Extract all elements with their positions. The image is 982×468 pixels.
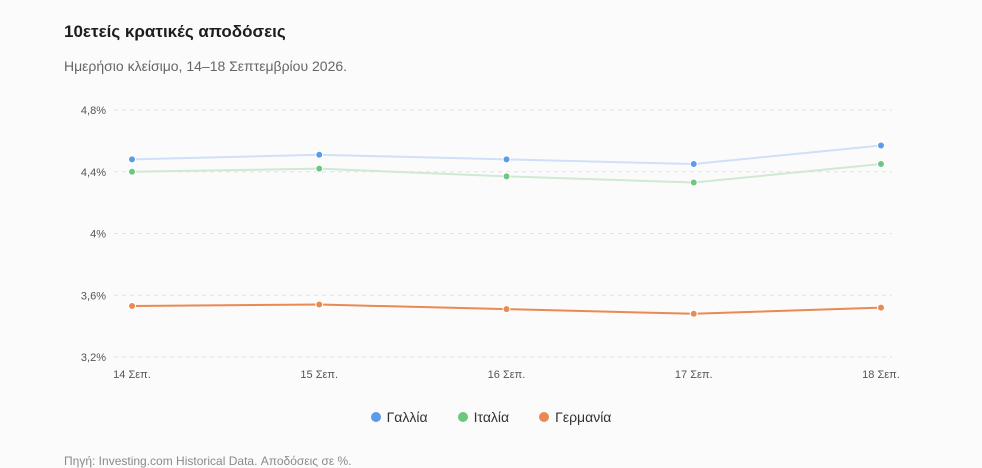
- legend-label: Γαλλία: [386, 409, 428, 425]
- data-point[interactable]: [689, 309, 698, 318]
- x-tick-label: 16 Σεπ.: [488, 369, 526, 381]
- legend-label: Ιταλία: [473, 409, 510, 425]
- data-point[interactable]: [502, 305, 511, 314]
- y-tick-label: 4,4%: [81, 167, 106, 179]
- series-lines: [128, 141, 885, 318]
- data-point[interactable]: [315, 300, 324, 309]
- data-point[interactable]: [128, 155, 136, 164]
- chart-subtitle: Ημερήσιο κλείσιμο, 14–18 Σεπτεμβρίου 202…: [64, 58, 348, 74]
- data-point[interactable]: [877, 303, 885, 312]
- y-tick-label: 3,2%: [81, 352, 106, 364]
- legend-marker: [370, 412, 381, 422]
- grid-lines: [114, 109, 892, 358]
- data-point[interactable]: [877, 160, 885, 169]
- legend-label: Γερμανία: [555, 409, 612, 425]
- data-point[interactable]: [877, 141, 885, 150]
- y-tick-label: 3,6%: [81, 290, 106, 302]
- legend-item[interactable]: Γερμανία: [539, 409, 611, 425]
- y-tick-label: 4%: [90, 229, 106, 241]
- data-point[interactable]: [315, 150, 324, 159]
- y-axis-labels: 3,2% 3,6% 4% 4,4% 4,8%: [81, 105, 106, 364]
- line-chart: 3,2% 3,6% 4% 4,4% 4,8% 14 Σεπ. 15 Σεπ. 16 Σεπ.…: [81, 105, 900, 381]
- source-note: Πηγή: Investing.com Historical Data. Απο…: [64, 454, 352, 468]
- data-point[interactable]: [689, 178, 698, 187]
- x-tick-label: 18 Σεπ.: [862, 369, 900, 381]
- legend-marker: [539, 412, 550, 422]
- data-point[interactable]: [689, 160, 698, 169]
- data-point[interactable]: [128, 167, 136, 176]
- data-point[interactable]: [315, 164, 324, 173]
- legend: Γαλλία Ιταλία Γερμανία: [0, 409, 982, 425]
- x-tick-label: 17 Σεπ.: [675, 369, 713, 381]
- x-axis-labels: 14 Σεπ. 15 Σεπ. 16 Σεπ. 17 Σεπ. 18 Σεπ.: [113, 369, 900, 381]
- legend-item[interactable]: Γαλλία: [370, 409, 428, 425]
- data-point[interactable]: [502, 155, 511, 164]
- chart-title: 10ετείς κρατικές αποδόσεις: [64, 22, 286, 41]
- data-point[interactable]: [128, 302, 136, 311]
- x-tick-label: 14 Σεπ.: [113, 369, 151, 381]
- legend-item[interactable]: Ιταλία: [457, 409, 510, 425]
- x-tick-label: 15 Σεπ.: [300, 369, 338, 381]
- data-point[interactable]: [502, 172, 511, 181]
- legend-marker: [457, 412, 468, 422]
- y-tick-label: 4,8%: [81, 105, 106, 117]
